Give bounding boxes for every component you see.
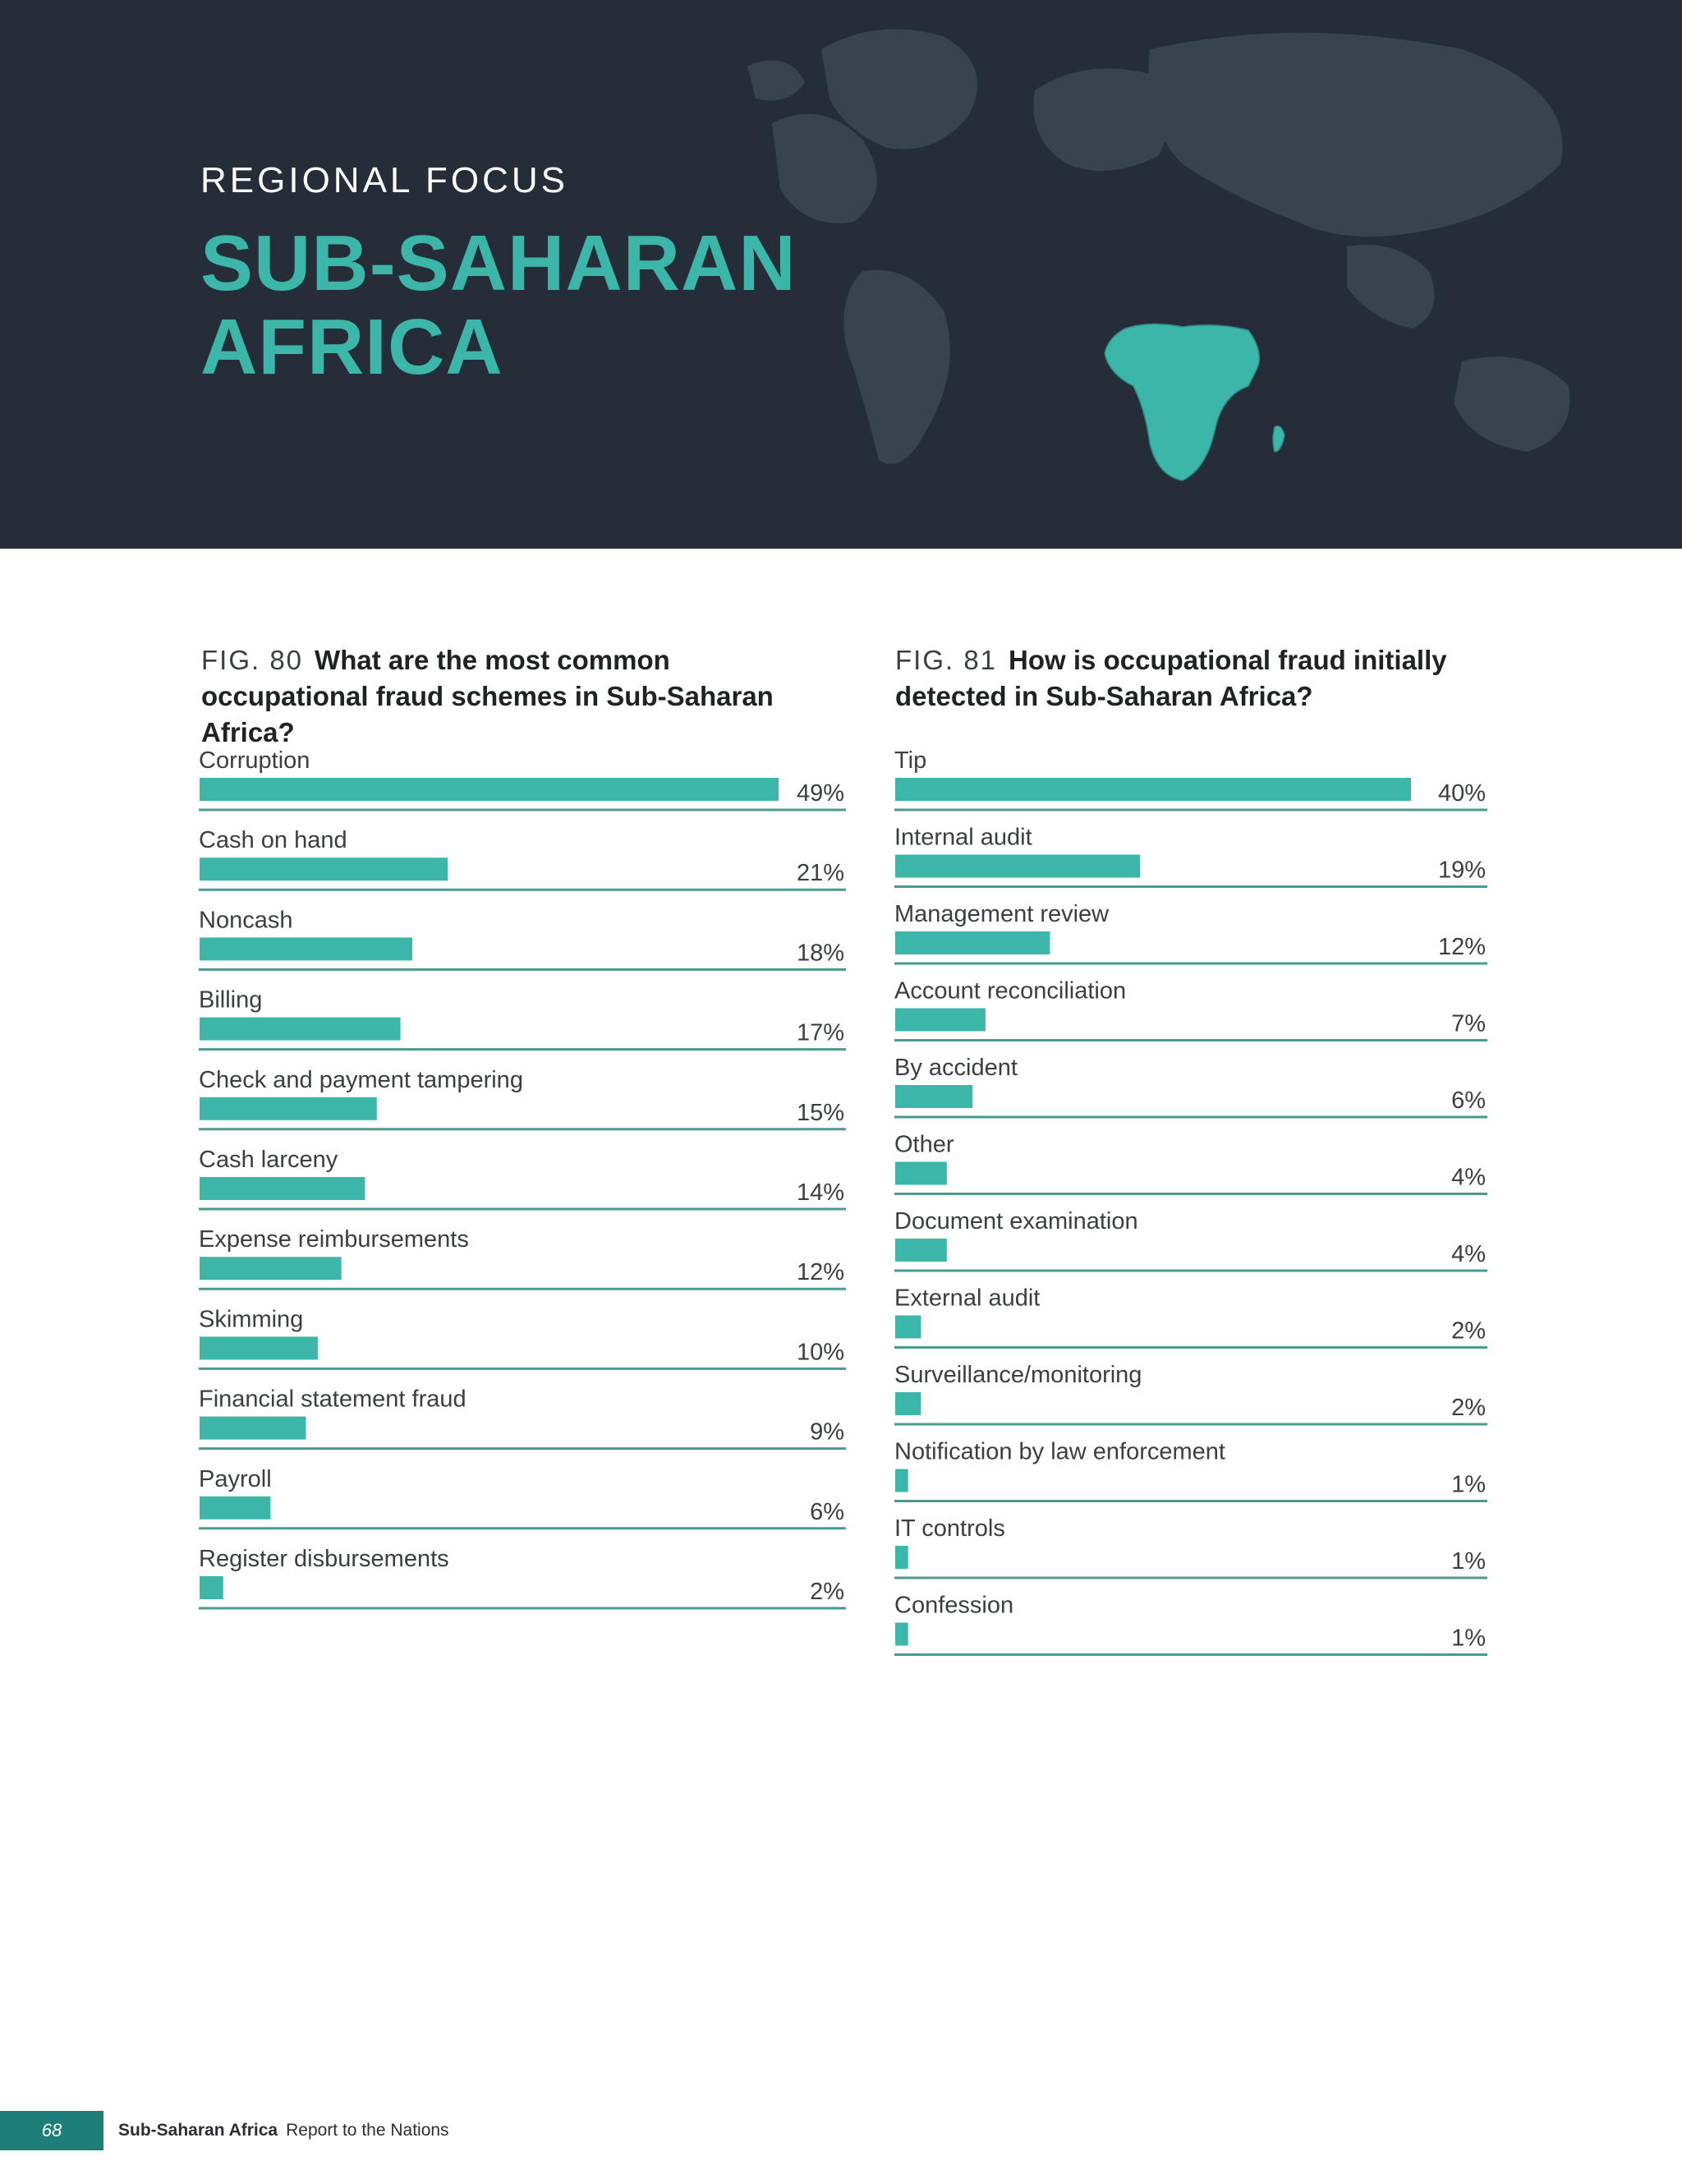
fig-81-category-label: Confession [894, 1593, 1013, 1619]
fig-80-bar [200, 1416, 306, 1440]
fig-81-value-label: 4% [1451, 1241, 1486, 1267]
fig-81-heading: FIG. 81 How is occupational fraud initial… [895, 642, 1487, 715]
footer-caption: Sub-Saharan Africa Report to the Nations [118, 2121, 449, 2140]
fig-80-category-label: Payroll [199, 1466, 272, 1492]
fig-81-bar [895, 778, 1411, 801]
page-title: SUB-SAHARAN AFRICA [200, 222, 797, 389]
fig-80-bar [200, 937, 412, 961]
fig-81-value-label: 12% [1438, 934, 1486, 960]
footer-section: Sub-Saharan Africa [118, 2121, 278, 2140]
fig-80-category-label: Expense reimbursements [199, 1226, 469, 1253]
fig-80-category-label: Noncash [199, 907, 292, 933]
fig-81-category-label: Other [894, 1132, 954, 1158]
fig-80-category-label: Cash on hand [199, 827, 347, 853]
fig-81-value-label: 19% [1438, 858, 1486, 884]
fig-80-category-label: Financial statement fraud [199, 1386, 466, 1413]
fig-81-bar [895, 1546, 908, 1569]
footer-publication: Report to the Nations [286, 2121, 449, 2140]
fig-80-bar [200, 1336, 318, 1360]
fig-80-category-label: Register disbursements [199, 1546, 449, 1572]
fig-81-title: How is occupational fraud initially dete… [895, 645, 1447, 711]
fig-81-label: FIG. 81 [895, 645, 998, 675]
page-title-line-1: SUB-SAHARAN [200, 219, 797, 307]
fig-80-value-label: 18% [797, 940, 844, 966]
fig-81-value-label: 6% [1451, 1087, 1486, 1114]
fig-80-value-label: 9% [810, 1419, 844, 1446]
fig-80-category-label: Corruption [199, 747, 310, 774]
fig-80-value-label: 2% [810, 1579, 844, 1605]
fig-80-value-label: 10% [797, 1339, 844, 1365]
fig-81-value-label: 4% [1451, 1165, 1486, 1191]
fig-80-category-label: Cash larceny [199, 1147, 338, 1173]
fig-80-bar [200, 1496, 271, 1520]
fig-81-category-label: IT controls [894, 1515, 1005, 1542]
fig-81-category-label: External audit [894, 1285, 1040, 1312]
fig-80-label: FIG. 80 [201, 645, 304, 675]
fig-80-title: What are the most common occupational fr… [201, 645, 774, 747]
fig-80-category-label: Skimming [199, 1306, 303, 1332]
fig-81-category-label: Document examination [894, 1208, 1138, 1235]
fig-81-category-label: Management review [894, 901, 1110, 927]
page-number-tab: 68 [0, 2111, 103, 2150]
fig-80-value-label: 17% [797, 1020, 844, 1046]
section-kicker: REGIONAL FOCUS [200, 160, 568, 200]
fig-81-bar [895, 854, 1141, 878]
fig-81-value-label: 1% [1451, 1548, 1486, 1575]
fig-80-bar [200, 1017, 401, 1041]
fig-80-value-label: 21% [797, 860, 844, 886]
fig-81-category-label: By accident [894, 1055, 1018, 1081]
fig-81-value-label: 2% [1451, 1395, 1486, 1421]
fig-80-value-label: 6% [810, 1499, 844, 1525]
page-title-line-2: AFRICA [200, 303, 503, 391]
fig-81-category-label: Surveillance/monitoring [894, 1362, 1142, 1388]
fig-80-value-label: 49% [797, 780, 844, 807]
fig-80-value-label: 14% [797, 1179, 844, 1206]
fig-81-bar [895, 1085, 973, 1108]
fig-81-value-label: 1% [1451, 1625, 1486, 1652]
fig-81-value-label: 2% [1451, 1318, 1486, 1345]
fig-80-bar [200, 1097, 377, 1120]
fig-80-bar [200, 1576, 223, 1599]
fig-81-chart: Tip 40% Internal audit 19% Management review… [894, 743, 1489, 1663]
fig-80-chart: Corruption 49% Cash on hand 21% Noncash 18% Bi… [199, 743, 848, 1614]
fig-81-bar [895, 1239, 947, 1262]
fig-81-bar [895, 1622, 908, 1646]
fig-81-category-label: Notification by law enforcement [894, 1439, 1225, 1465]
fig-81-category-label: Tip [894, 747, 926, 774]
fig-80-bar-chart: Corruption 49% Cash on hand 21% Noncash 18% Bi… [199, 747, 846, 1610]
fig-80-category-label: Billing [199, 987, 262, 1014]
fig-80-bar [200, 858, 448, 881]
fig-81-value-label: 1% [1451, 1472, 1486, 1498]
fig-80-bar [200, 778, 779, 801]
fig-81-category-label: Internal audit [894, 825, 1032, 851]
fig-81-value-label: 7% [1451, 1011, 1486, 1037]
fig-81-bar [895, 1315, 921, 1339]
world-map-icon [747, 29, 1570, 481]
fig-80-bar [200, 1257, 342, 1281]
fig-81-bar [895, 1008, 986, 1032]
fig-81-bar [895, 1469, 908, 1492]
fig-81-bar [895, 1161, 947, 1185]
fig-81-bar [895, 931, 1050, 954]
fig-80-bar [200, 1177, 365, 1200]
fig-81-category-label: Account reconciliation [894, 978, 1126, 1005]
fig-80-value-label: 12% [797, 1259, 844, 1285]
fig-80-heading: FIG. 80 What are the most common occupati… [201, 642, 825, 751]
fig-81-bar-chart: Tip 40% Internal audit 19% Management review… [894, 747, 1487, 1656]
fig-81-bar [895, 1392, 921, 1415]
fig-81-value-label: 40% [1438, 780, 1486, 807]
fig-80-value-label: 15% [797, 1100, 844, 1126]
fig-80-category-label: Check and payment tampering [199, 1067, 523, 1093]
header-banner: REGIONAL FOCUS SUB-SAHARAN AFRICA [0, 0, 1682, 549]
